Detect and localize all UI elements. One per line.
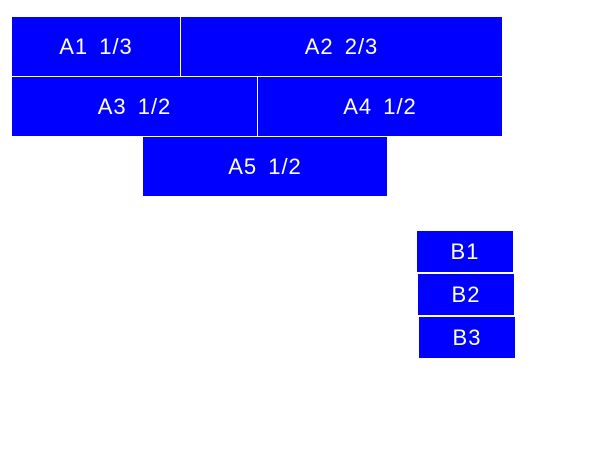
- box-a3: A3 1/2: [12, 77, 257, 136]
- box-a5-label: A5 1/2: [228, 153, 302, 179]
- box-a1: A1 1/3: [12, 17, 180, 76]
- box-a2-label: A2 2/3: [304, 33, 379, 59]
- box-b3-label: B3: [452, 324, 482, 350]
- box-a1-label: A1 1/3: [59, 33, 133, 59]
- box-a4-label: A4 1/2: [343, 93, 417, 119]
- box-b3: B3: [419, 317, 515, 358]
- box-a3-label: A3 1/2: [97, 93, 172, 119]
- box-a4: A4 1/2: [258, 77, 502, 136]
- box-b2-label: B2: [451, 281, 481, 307]
- box-b1: B1: [417, 231, 513, 272]
- box-b1-label: B1: [450, 238, 480, 264]
- box-a5: A5 1/2: [143, 137, 387, 196]
- box-a2: A2 2/3: [181, 17, 502, 76]
- box-b2: B2: [418, 274, 514, 315]
